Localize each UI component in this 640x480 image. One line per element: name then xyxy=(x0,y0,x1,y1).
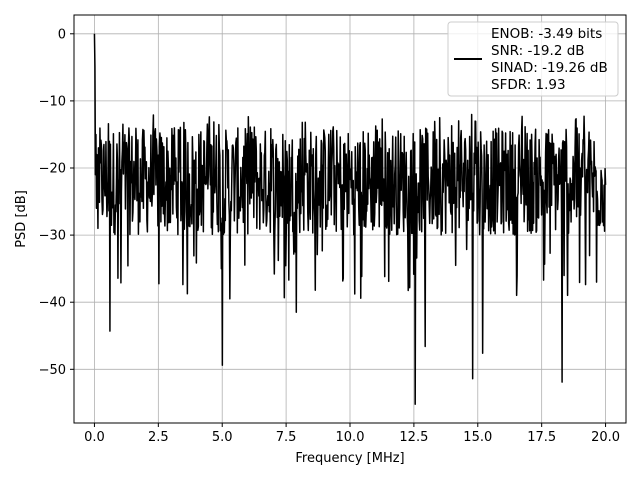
y-tick-label: −30 xyxy=(39,229,66,244)
y-tick-label: −50 xyxy=(39,363,66,378)
x-tick-label: 12.5 xyxy=(399,430,428,445)
y-axis-ticks: 0 −10 −20 −30 −40 −50 xyxy=(39,27,74,378)
y-tick-label: −40 xyxy=(39,296,66,311)
x-tick-label: 17.5 xyxy=(527,430,556,445)
x-tick-label: 10.0 xyxy=(336,430,365,445)
psd-series-line xyxy=(93,33,607,405)
x-tick-label: 7.5 xyxy=(276,430,297,445)
y-tick-label: −20 xyxy=(39,162,66,177)
legend-entry-snr: SNR: -19.2 dB xyxy=(491,43,585,59)
x-tick-label: 5.0 xyxy=(212,430,233,445)
legend-box xyxy=(447,21,619,97)
y-axis-label: PSD [dB] xyxy=(14,190,29,248)
legend-entry-sinad: SINAD: -19.26 dB xyxy=(491,60,608,76)
legend-entry-sfdr: SFDR: 1.93 xyxy=(491,77,566,93)
x-axis-label: Frequency [MHz] xyxy=(295,451,404,466)
x-tick-label: 0.0 xyxy=(84,430,105,445)
x-tick-label: 15.0 xyxy=(463,430,492,445)
series-layer xyxy=(93,33,607,405)
y-tick-label: 0 xyxy=(58,27,66,42)
legend: ENOB: -3.49 bits SNR: -19.2 dB SINAD: -1… xyxy=(447,21,619,97)
x-axis-ticks: 0.0 2.5 5.0 7.5 10.0 12.5 15.0 17.5 20.0 xyxy=(84,423,620,445)
x-tick-label: 20.0 xyxy=(591,430,620,445)
x-tick-label: 2.5 xyxy=(148,430,169,445)
legend-entry-enob: ENOB: -3.49 bits xyxy=(491,26,602,42)
y-tick-label: −10 xyxy=(39,94,66,109)
